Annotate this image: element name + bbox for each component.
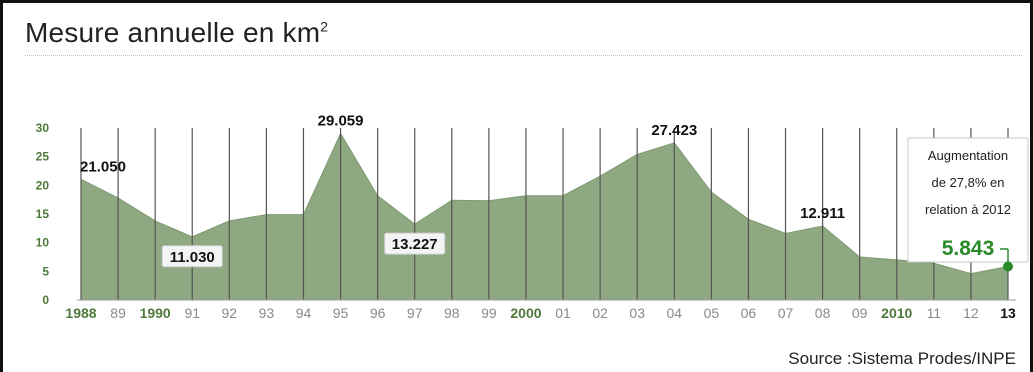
data-label: 13.227 bbox=[392, 236, 438, 253]
title-divider bbox=[25, 55, 1022, 56]
y-tick-label: 15 bbox=[36, 207, 50, 221]
x-tick-label: 99 bbox=[481, 305, 497, 321]
chart-title: Mesure annuelle en km2 bbox=[25, 17, 329, 48]
x-tick-label: 97 bbox=[407, 305, 423, 321]
x-tick-label: 91 bbox=[184, 305, 200, 321]
x-tick-label: 03 bbox=[629, 305, 645, 321]
x-tick-label: 08 bbox=[815, 305, 831, 321]
x-tick-label: 95 bbox=[333, 305, 349, 321]
x-tick-label: 04 bbox=[666, 305, 682, 321]
x-tick-label: 13 bbox=[1000, 305, 1016, 321]
data-label: 29.059 bbox=[318, 112, 364, 129]
data-label-box bbox=[161, 245, 223, 268]
callout-text: Augmentation bbox=[928, 148, 1008, 163]
x-tick-label: 98 bbox=[444, 305, 460, 321]
data-label: 11.030 bbox=[170, 249, 215, 266]
title-superscript: 2 bbox=[320, 18, 329, 35]
data-label: 21.050 bbox=[80, 158, 126, 175]
y-tick-label: 25 bbox=[36, 150, 50, 164]
x-tick-label: 07 bbox=[778, 305, 794, 321]
callout-box bbox=[907, 137, 1029, 263]
x-tick-label: 06 bbox=[741, 305, 757, 321]
x-tick-label: 05 bbox=[704, 305, 720, 321]
x-tick-label: 2010 bbox=[881, 305, 912, 321]
y-tick-label: 30 bbox=[36, 121, 50, 135]
x-tick-label: 92 bbox=[222, 305, 238, 321]
y-tick-label: 0 bbox=[42, 293, 49, 307]
x-tick-label: 2000 bbox=[510, 305, 541, 321]
last-point-marker bbox=[1003, 261, 1013, 272]
x-tick-label: 11 bbox=[927, 305, 942, 321]
data-label: 27.423 bbox=[651, 122, 697, 139]
x-tick-label: 1988 bbox=[65, 305, 96, 321]
x-tick-label: 01 bbox=[555, 305, 571, 321]
x-tick-label: 09 bbox=[852, 305, 868, 321]
x-tick-label: 02 bbox=[592, 305, 608, 321]
x-tick-label: 96 bbox=[370, 305, 386, 321]
x-tick-label: 93 bbox=[259, 305, 275, 321]
x-tick-label: 94 bbox=[296, 305, 312, 321]
x-tick-label: 12 bbox=[963, 305, 979, 321]
y-tick-label: 20 bbox=[36, 178, 50, 192]
data-label: 12.911 bbox=[800, 205, 845, 222]
callout-value: 5.843 bbox=[942, 237, 995, 260]
x-tick-label: 1990 bbox=[140, 305, 171, 321]
callout-text: relation à 2012 bbox=[925, 202, 1011, 217]
y-tick-label: 10 bbox=[36, 236, 50, 250]
source-note: Source :Sistema Prodes/INPE bbox=[788, 349, 1016, 368]
y-tick-label: 5 bbox=[42, 264, 49, 278]
callout-text: de 27,8% en bbox=[931, 175, 1004, 190]
area-series bbox=[80, 132, 1009, 301]
x-tick-label: 89 bbox=[110, 305, 126, 321]
data-label-box bbox=[384, 232, 446, 255]
